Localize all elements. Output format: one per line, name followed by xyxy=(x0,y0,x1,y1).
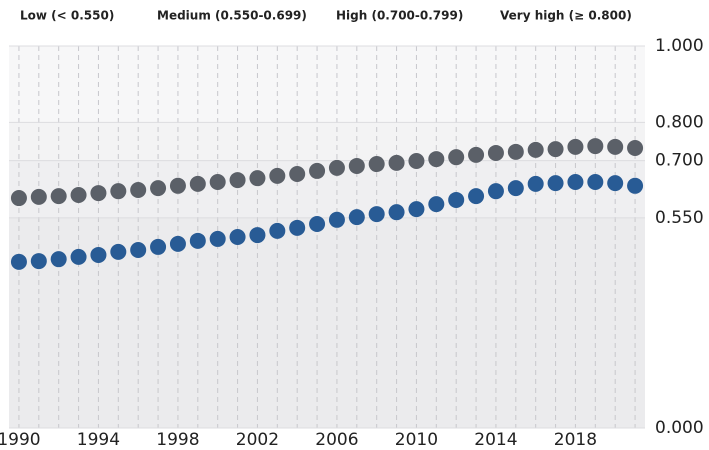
dot xyxy=(269,167,286,184)
dot xyxy=(527,175,544,192)
dot xyxy=(547,175,564,192)
dot xyxy=(428,151,445,168)
dot xyxy=(328,211,345,228)
dot xyxy=(289,165,306,182)
dot xyxy=(110,183,127,200)
x-tick-label: 1994 xyxy=(77,430,120,450)
dot xyxy=(50,188,67,205)
dot xyxy=(50,251,67,268)
x-tick-label: 1998 xyxy=(156,430,199,450)
dot xyxy=(408,152,425,169)
dot xyxy=(30,253,47,270)
y-tick-label: 0.000 xyxy=(655,418,704,438)
y-tick-label: 0.800 xyxy=(655,112,704,132)
dot xyxy=(309,216,326,233)
dot xyxy=(150,180,167,197)
dot xyxy=(527,141,544,158)
band-label: Low (< 0.550) xyxy=(20,9,114,23)
dot xyxy=(209,230,226,247)
band xyxy=(9,46,645,123)
x-tick-label: 2006 xyxy=(315,430,358,450)
dot xyxy=(229,172,246,189)
dot xyxy=(348,209,365,226)
dot xyxy=(229,229,246,245)
dot xyxy=(368,206,385,223)
dot xyxy=(627,139,644,156)
y-tick-label: 1.000 xyxy=(655,36,704,56)
x-tick-label: 2014 xyxy=(474,430,517,450)
dot xyxy=(567,173,584,190)
band xyxy=(9,122,645,161)
dot xyxy=(249,170,266,187)
y-tick-label: 0.550 xyxy=(655,208,704,228)
dot xyxy=(388,204,405,221)
dot xyxy=(169,177,186,194)
dot xyxy=(169,235,186,252)
dot xyxy=(507,180,524,197)
dot xyxy=(328,159,345,176)
dot xyxy=(448,149,465,166)
dot xyxy=(269,222,286,239)
band-label: High (0.700-0.799) xyxy=(336,9,463,23)
dot xyxy=(10,190,27,207)
dot xyxy=(487,183,504,200)
dot xyxy=(448,191,465,208)
x-tick-label: 1990 xyxy=(0,430,41,450)
band xyxy=(9,217,645,428)
dot xyxy=(189,175,206,192)
dot xyxy=(587,173,604,190)
dot xyxy=(348,157,365,174)
dot xyxy=(487,144,504,161)
dot xyxy=(567,138,584,155)
dot xyxy=(150,238,167,255)
dot xyxy=(30,188,47,205)
band-label: Very high (≥ 0.800) xyxy=(500,9,632,23)
dot xyxy=(468,146,485,163)
dot xyxy=(70,248,87,265)
dot xyxy=(309,162,326,179)
dot xyxy=(130,182,147,199)
dot xyxy=(408,201,425,218)
dot xyxy=(189,232,206,249)
x-tick-label: 2018 xyxy=(554,430,597,450)
dot xyxy=(70,186,87,203)
dot xyxy=(368,156,385,173)
dot xyxy=(468,188,485,205)
dot xyxy=(130,241,147,258)
y-tick-label: 0.700 xyxy=(655,151,704,171)
dot xyxy=(10,253,27,270)
dot xyxy=(249,227,266,244)
band-label: Medium (0.550-0.699) xyxy=(157,9,307,23)
x-tick-label: 2002 xyxy=(236,430,279,450)
dot xyxy=(289,219,306,236)
dot xyxy=(90,185,107,202)
dot xyxy=(90,246,107,263)
x-tick-label: 2010 xyxy=(395,430,438,450)
dot xyxy=(209,173,226,190)
dot xyxy=(607,138,624,155)
dot xyxy=(428,196,445,213)
dot xyxy=(388,154,405,171)
dot xyxy=(627,177,644,194)
dot xyxy=(607,175,624,192)
dot xyxy=(110,243,127,260)
dot xyxy=(587,138,604,155)
dot xyxy=(507,143,524,160)
dot xyxy=(547,141,564,158)
